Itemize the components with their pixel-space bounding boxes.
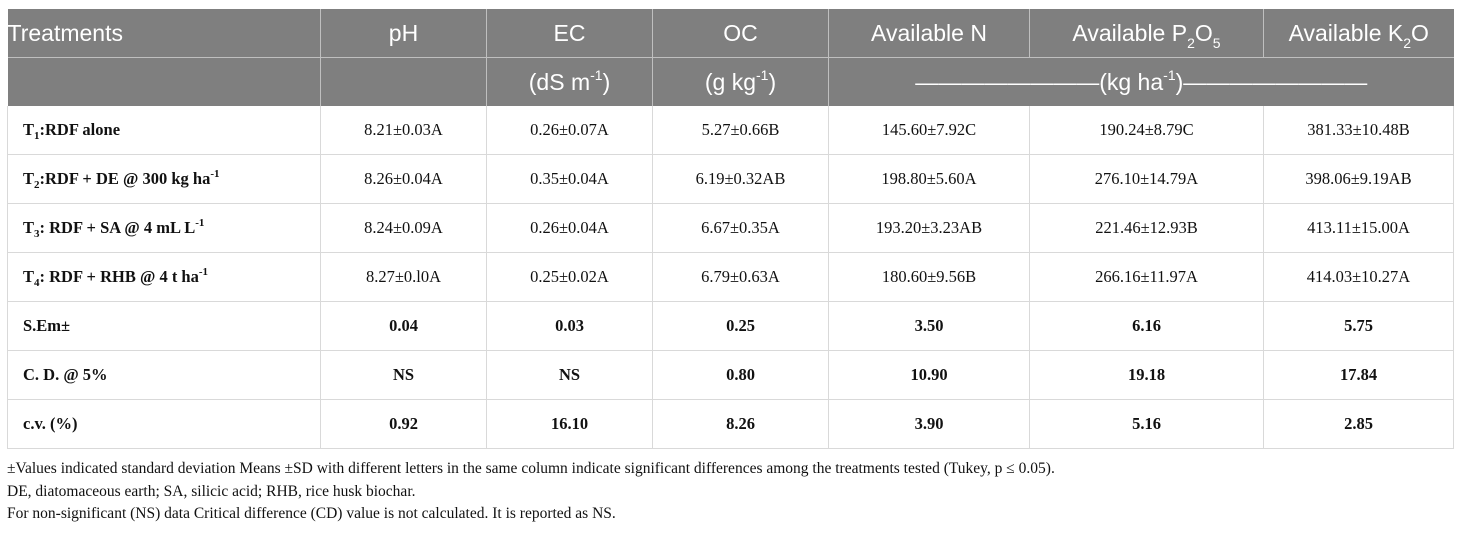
footnote-sd: ±Values indicated standard deviation Mea… <box>7 460 1055 477</box>
header-available-k2o: Available K2O <box>1263 9 1454 58</box>
stats-row-cd: C. D. @ 5% NS NS 0.80 10.90 19.18 17.84 <box>7 350 1454 400</box>
oc-cell: 6.79±0.63A <box>652 252 829 302</box>
p-cell: 276.10±14.79A <box>1029 154 1264 204</box>
table-row: T2:RDF + DE @ 300 kg ha-1 8.26±0.04A 0.3… <box>7 154 1454 204</box>
ph-cell: 8.24±0.09A <box>320 203 487 253</box>
ec-cell: 16.10 <box>486 399 653 449</box>
table-row: T3: RDF + SA @ 4 mL L-1 8.24±0.09A 0.26±… <box>7 203 1454 253</box>
n-cell: 145.60±7.92C <box>828 106 1030 155</box>
ph-cell: 0.04 <box>320 301 487 351</box>
header-oc: OC <box>652 9 829 58</box>
k-cell: 398.06±9.19AB <box>1263 154 1454 204</box>
units-blank <box>7 57 321 106</box>
k-cell: 2.85 <box>1263 399 1454 449</box>
ph-cell: 8.27±0.l0A <box>320 252 487 302</box>
header-row: Treatments pH EC OC Available N Availabl… <box>7 9 1454 58</box>
header-treatments: Treatments <box>7 9 321 58</box>
header-ph: pH <box>320 9 487 58</box>
footnote-ns: For non-significant (NS) data Critical d… <box>7 505 616 522</box>
results-table: Treatments pH EC OC Available N Availabl… <box>7 9 1454 449</box>
ph-cell: 0.92 <box>320 399 487 449</box>
p-cell: 19.18 <box>1029 350 1264 400</box>
p-cell: 221.46±12.93B <box>1029 203 1264 253</box>
ph-cell: 8.26±0.04A <box>320 154 487 204</box>
units-row: (dS m-1) (g kg-1) ————————(kg ha-1)—————… <box>7 57 1454 106</box>
p-cell: 5.16 <box>1029 399 1264 449</box>
ec-cell: 0.26±0.04A <box>486 203 653 253</box>
n-cell: 198.80±5.60A <box>828 154 1030 204</box>
stats-row-sem: S.Em± 0.04 0.03 0.25 3.50 6.16 5.75 <box>7 301 1454 351</box>
oc-cell: 6.19±0.32AB <box>652 154 829 204</box>
ph-cell: 8.21±0.03A <box>320 106 487 155</box>
header-available-n: Available N <box>828 9 1030 58</box>
table-footnotes: ±Values indicated standard deviation Mea… <box>7 458 1453 526</box>
k-cell: 17.84 <box>1263 350 1454 400</box>
p-cell: 6.16 <box>1029 301 1264 351</box>
units-oc: (g kg-1) <box>652 57 829 106</box>
stats-row-cv: c.v. (%) 0.92 16.10 8.26 3.90 5.16 2.85 <box>7 399 1454 449</box>
oc-cell: 0.25 <box>652 301 829 351</box>
oc-cell: 8.26 <box>652 399 829 449</box>
table-row: T1:RDF alone 8.21±0.03A 0.26±0.07A 5.27±… <box>7 106 1454 155</box>
units-nutrients: ————————(kg ha-1)———————— <box>828 57 1454 106</box>
p-cell: 190.24±8.79C <box>1029 106 1264 155</box>
n-cell: 180.60±9.56B <box>828 252 1030 302</box>
k-cell: 5.75 <box>1263 301 1454 351</box>
treatment-cell: T3: RDF + SA @ 4 mL L-1 <box>7 203 321 253</box>
oc-cell: 6.67±0.35A <box>652 203 829 253</box>
oc-cell: 5.27±0.66B <box>652 106 829 155</box>
n-cell: 3.50 <box>828 301 1030 351</box>
ec-cell: 0.03 <box>486 301 653 351</box>
n-cell: 193.20±3.23AB <box>828 203 1030 253</box>
k-cell: 414.03±10.27A <box>1263 252 1454 302</box>
header-ec: EC <box>486 9 653 58</box>
table-row: T4: RDF + RHB @ 4 t ha-1 8.27±0.l0A 0.25… <box>7 252 1454 302</box>
treatment-cell: T2:RDF + DE @ 300 kg ha-1 <box>7 154 321 204</box>
units-ph <box>320 57 487 106</box>
ph-cell: NS <box>320 350 487 400</box>
stat-label: c.v. (%) <box>7 399 321 449</box>
oc-cell: 0.80 <box>652 350 829 400</box>
stat-label: S.Em± <box>7 301 321 351</box>
treatment-cell: T1:RDF alone <box>7 106 321 155</box>
footnote-abbreviations: DE, diatomaceous earth; SA, silicic acid… <box>7 482 416 500</box>
ec-cell: 0.35±0.04A <box>486 154 653 204</box>
n-cell: 3.90 <box>828 399 1030 449</box>
treatment-cell: T4: RDF + RHB @ 4 t ha-1 <box>7 252 321 302</box>
k-cell: 413.11±15.00A <box>1263 203 1454 253</box>
ec-cell: NS <box>486 350 653 400</box>
p-cell: 266.16±11.97A <box>1029 252 1264 302</box>
k-cell: 381.33±10.48B <box>1263 106 1454 155</box>
units-ec: (dS m-1) <box>486 57 653 106</box>
n-cell: 10.90 <box>828 350 1030 400</box>
ec-cell: 0.25±0.02A <box>486 252 653 302</box>
header-available-p2o5: Available P2O5 <box>1029 9 1264 58</box>
stat-label: C. D. @ 5% <box>7 350 321 400</box>
ec-cell: 0.26±0.07A <box>486 106 653 155</box>
